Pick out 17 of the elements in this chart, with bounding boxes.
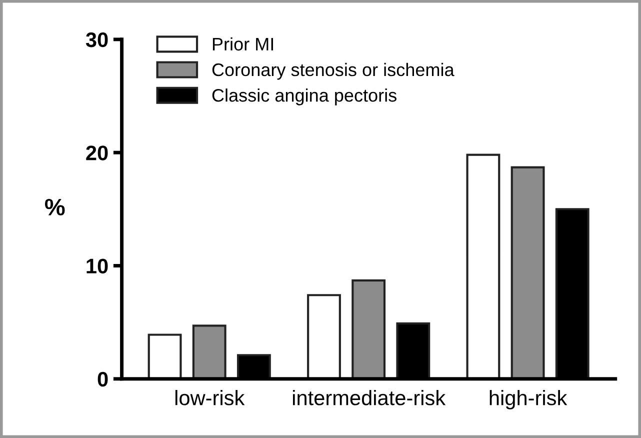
x-tick-label: high-risk [490,390,568,410]
bar [510,166,545,379]
legend-label: Classic angina pectoris [212,88,396,106]
legend-label: Coronary stenosis or ischemia [212,62,454,80]
x-tick-label: low-risk [175,390,245,406]
y-axis-title: % [44,198,65,216]
bar [466,154,500,379]
x-tick-label: intermediate-risk [292,390,446,406]
bar [192,324,226,379]
bar [148,334,182,379]
y-tick-label: 10 [86,258,108,274]
legend-label: Prior MI [212,37,273,51]
y-tick-label: 30 [86,32,108,48]
y-tick-label: 0 [98,372,108,387]
bar [352,279,386,379]
y-tick-label: 20 [86,146,108,160]
bar [307,294,341,379]
